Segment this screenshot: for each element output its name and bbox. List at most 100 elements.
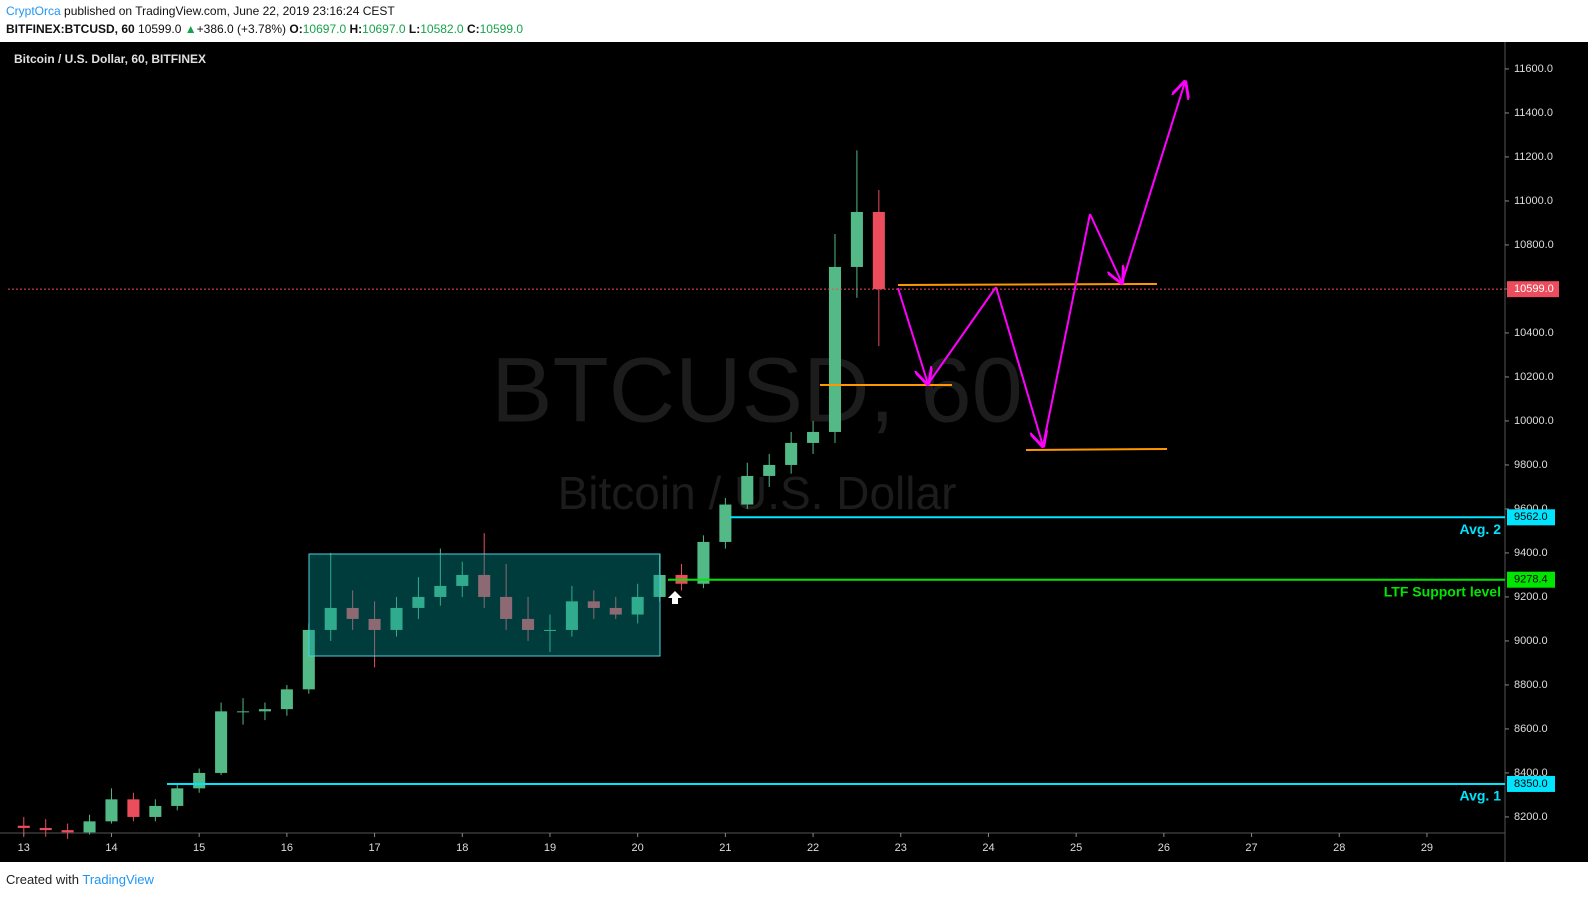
c-label: C: [466, 22, 480, 36]
x-tick-label: 29 [1421, 842, 1433, 854]
candle-body [565, 601, 578, 630]
candle-body [149, 805, 162, 817]
x-tick-label: 14 [105, 842, 117, 854]
footer-prefix: Created with [6, 872, 79, 887]
candle-body [280, 689, 293, 710]
l: 10582.0 [420, 22, 464, 36]
last-price-box [1507, 281, 1559, 298]
candle-body [543, 629, 557, 631]
y-tick-label: 9200.0 [1514, 591, 1548, 603]
o: 10697.0 [302, 22, 347, 36]
author[interactable]: CryptOrca [6, 4, 61, 18]
range-box [308, 553, 661, 657]
y-tick-label: 10400.0 [1514, 327, 1554, 339]
h-label: H: [349, 22, 363, 36]
candle-body [807, 431, 820, 443]
x-tick-label: 17 [368, 842, 380, 854]
y-tick-label: 9800.0 [1514, 459, 1548, 471]
candle-body [872, 211, 885, 290]
y-tick-label: 10000.0 [1514, 415, 1554, 427]
candle-body [850, 211, 863, 267]
level-name: Avg. 1 [1460, 788, 1502, 804]
candle-body [346, 607, 359, 619]
candle-body [609, 607, 622, 615]
projection-leg [1089, 213, 1122, 283]
symbol: BITFINEX:BTCUSD, 60 [6, 22, 135, 36]
chart-title: Bitcoin / U.S. Dollar, 60, BITFINEX [14, 52, 206, 66]
x-tick-label: 25 [1070, 842, 1082, 854]
candle-body [434, 585, 447, 597]
candle-body [83, 821, 96, 833]
candle-body [741, 475, 754, 505]
h: 10697.0 [362, 22, 406, 36]
watermark-symbol: BTCUSD, 60 [491, 339, 1023, 441]
candle-body [500, 596, 513, 619]
y-tick-label: 9000.0 [1514, 635, 1548, 647]
candle-body [17, 825, 30, 828]
projection [897, 82, 1185, 447]
y-tick-label: 11000.0 [1514, 195, 1553, 207]
x-tick-label: 27 [1245, 842, 1257, 854]
candle-body [237, 711, 250, 713]
candle-body [193, 772, 206, 789]
chart: BTCUSD, 60 Bitcoin / U.S. Dollar Bitcoin… [0, 42, 1588, 862]
candle-body [697, 541, 710, 584]
y-tick-label: 10800.0 [1514, 239, 1554, 251]
o-label: O: [289, 22, 303, 36]
change: +386.0 (+3.78%) [196, 22, 287, 36]
l-label: L: [408, 22, 421, 36]
footer-brand[interactable]: TradingView [82, 872, 154, 887]
candle-body [105, 799, 118, 822]
candle-body [324, 607, 337, 630]
orange-line [1025, 448, 1168, 451]
up-arrow [668, 591, 682, 604]
published: published on TradingView.com, June 22, 2… [64, 4, 395, 18]
last-price-label: 10599.0 [1514, 283, 1554, 295]
level-price-label: 9278.4 [1514, 574, 1548, 586]
last: 10599.0 [138, 22, 182, 36]
candle-body [368, 618, 381, 630]
projection-leg [1042, 213, 1091, 447]
y-tick-label: 8600.0 [1514, 723, 1548, 735]
candle-body [763, 464, 776, 476]
x-tick-label: 18 [456, 842, 468, 854]
x-tick-label: 19 [544, 842, 556, 854]
candle-body [61, 830, 74, 833]
candle-body [631, 596, 644, 615]
candle-body [828, 266, 842, 432]
quote-line: BITFINEX:BTCUSD, 60 10599.0 ▲+386.0 (+3.… [6, 22, 523, 36]
footer: Created with TradingView [6, 872, 154, 887]
y-tick-label: 11600.0 [1514, 63, 1553, 75]
x-tick-label: 28 [1333, 842, 1345, 854]
x-tick-label: 21 [719, 842, 731, 854]
x-tick-label: 13 [18, 842, 30, 854]
candle-body [171, 788, 184, 806]
x-tick-label: 23 [895, 842, 907, 854]
projection-leg [897, 287, 928, 384]
candles [17, 150, 885, 839]
level-price-label: 9562.0 [1514, 511, 1548, 523]
y-tick-label: 9400.0 [1514, 547, 1548, 559]
level-name: Avg. 2 [1460, 521, 1502, 537]
y-tick-label: 8200.0 [1514, 811, 1548, 823]
candle-body [785, 442, 798, 465]
level-price-box [1507, 775, 1555, 792]
x-tick-label: 24 [982, 842, 994, 854]
candle-body [456, 574, 469, 586]
x-tick-label: 16 [281, 842, 293, 854]
x-tick-label: 15 [193, 842, 205, 854]
y-tick-label: 11400.0 [1514, 107, 1553, 119]
candle-body [478, 574, 491, 597]
level-price-label: 8350.0 [1514, 778, 1548, 790]
candle-body [587, 601, 600, 608]
y-tick-label: 11200.0 [1514, 151, 1553, 163]
x-tick-label: 20 [632, 842, 644, 854]
c: 10599.0 [479, 22, 524, 36]
x-tick-label: 26 [1158, 842, 1170, 854]
candle-body [302, 629, 315, 690]
y-tick-label: 8400.0 [1514, 767, 1548, 779]
candle-body [522, 618, 535, 630]
y-tick-label: 10200.0 [1514, 371, 1554, 383]
level-price-box [1507, 509, 1555, 526]
